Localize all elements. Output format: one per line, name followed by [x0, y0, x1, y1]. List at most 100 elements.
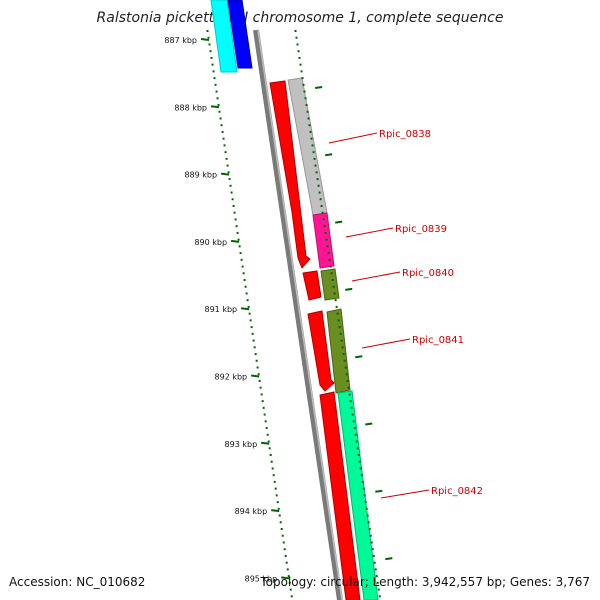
- ruler-minor-tick: [264, 420, 267, 423]
- summary-text: Topology: circular; Length: 3,942,557 bp…: [260, 575, 590, 589]
- ruler-minor-tick: [288, 581, 291, 584]
- ruler-major-tick: [220, 172, 230, 176]
- outer-minor-tick: [318, 191, 321, 194]
- gene-arrow-rpic-0841[interactable]: [326, 308, 351, 394]
- outer-minor-tick: [346, 379, 349, 382]
- ruler-tick-label: 894 kbp: [235, 507, 268, 516]
- outer-minor-tick: [343, 359, 346, 362]
- outer-minor-tick: [368, 528, 371, 531]
- cds-arrow-4[interactable]: [319, 391, 361, 600]
- ruler-minor-tick: [224, 151, 227, 154]
- map-title: Ralstonia pickettii 12J chromosome 1, co…: [96, 10, 504, 26]
- cds-arrow-2[interactable]: [302, 270, 322, 301]
- outer-minor-tick: [314, 164, 317, 167]
- ruler-minor-tick: [233, 211, 236, 214]
- outer-minor-tick: [357, 453, 360, 456]
- ruler-tick-label: 888 kbp: [174, 103, 207, 112]
- outer-minor-tick: [307, 117, 310, 120]
- outer-major-tick: [375, 489, 383, 493]
- ruler-minor-tick: [242, 272, 245, 275]
- gene-arrow-cyan[interactable]: [210, 0, 238, 73]
- gene-arrow-rpic-0840[interactable]: [320, 268, 340, 301]
- outer-minor-tick: [356, 447, 359, 450]
- outer-minor-tick: [342, 353, 345, 356]
- outer-minor-tick: [337, 319, 340, 322]
- ruler-minor-tick: [207, 36, 210, 39]
- outer-minor-tick: [322, 218, 325, 221]
- ruler-tick-label: 895 kbp: [245, 574, 278, 583]
- ruler-minor-tick: [209, 50, 212, 53]
- ruler-minor-tick: [270, 460, 273, 463]
- outer-minor-tick: [320, 204, 323, 207]
- ruler-minor-tick: [285, 561, 288, 564]
- outer-minor-tick: [361, 480, 364, 483]
- ruler-minor-tick: [219, 117, 222, 120]
- gene-label-rpic-0840[interactable]: Rpic_0840: [402, 268, 454, 279]
- ruler-minor-tick: [263, 413, 266, 416]
- ruler-minor-tick: [256, 366, 259, 369]
- outer-minor-tick: [294, 30, 297, 32]
- outer-minor-tick: [325, 238, 328, 241]
- leader-line-rpic-0838: [328, 132, 378, 144]
- ruler-minor-tick: [252, 339, 255, 342]
- gene-arrow-rpic-0839[interactable]: [312, 212, 335, 269]
- outer-minor-tick: [321, 211, 324, 214]
- ruler-minor-tick: [231, 198, 234, 201]
- ruler-minor-tick: [262, 406, 265, 409]
- gene-arrow-blue[interactable]: [227, 0, 253, 69]
- ruler-minor-tick: [258, 379, 261, 382]
- outer-minor-tick: [327, 252, 330, 255]
- ruler-minor-tick: [254, 353, 257, 356]
- ruler-minor-tick: [216, 97, 219, 100]
- outer-minor-tick: [335, 305, 338, 308]
- ruler-minor-tick: [289, 588, 292, 591]
- outer-minor-tick: [355, 440, 358, 443]
- ruler-minor-tick: [217, 104, 220, 107]
- ruler-minor-tick: [237, 238, 240, 241]
- ruler-tick-label: 890 kbp: [194, 238, 227, 247]
- gene-label-rpic-0838[interactable]: Rpic_0838: [379, 129, 431, 140]
- outer-minor-tick: [358, 460, 361, 463]
- cds-arrow-3[interactable]: [307, 310, 335, 392]
- ruler-minor-tick: [290, 595, 293, 598]
- ruler-minor-tick: [271, 467, 274, 470]
- ruler-major-tick: [281, 576, 290, 580]
- ruler: 887 kbp 888 kbp 889 kbp 890 kbp 891 kbp 892 k…: [164, 30, 293, 598]
- outer-minor-tick: [336, 312, 339, 315]
- outer-minor-tick: [313, 157, 316, 160]
- outer-minor-tick: [296, 43, 299, 46]
- ruler-minor-tick: [260, 393, 263, 396]
- chromosome-backbone-highlight: [257, 29, 343, 600]
- outer-minor-tick: [339, 332, 342, 335]
- ruler-minor-tick: [228, 178, 231, 181]
- ruler-tick-label: 893 kbp: [225, 440, 258, 449]
- outer-minor-tick: [377, 588, 380, 591]
- ruler-minor-tick: [259, 386, 262, 389]
- cds-arrow-1[interactable]: [269, 80, 311, 269]
- ruler-minor-tick: [245, 292, 248, 295]
- outer-minor-tick: [372, 554, 375, 557]
- outer-minor-tick: [353, 427, 356, 430]
- outer-minor-tick: [378, 595, 381, 598]
- outer-minor-tick: [310, 137, 313, 140]
- outer-minor-tick: [365, 507, 368, 510]
- outer-minor-tick: [315, 171, 318, 174]
- outer-minor-tick: [354, 433, 357, 436]
- gene-label-rpic-0842[interactable]: Rpic_0842: [431, 486, 483, 497]
- ruler-minor-tick: [244, 285, 247, 288]
- gene-label-rpic-0841[interactable]: Rpic_0841: [412, 335, 464, 346]
- ruler-major-tick: [261, 441, 270, 445]
- leader-line-rpic-0839: [345, 227, 394, 238]
- outer-minor-tick: [326, 245, 329, 248]
- gene-arrow-rpic-0842[interactable]: [337, 390, 379, 600]
- outer-minor-tick: [333, 292, 336, 295]
- ruler-minor-tick: [243, 279, 246, 282]
- ruler-minor-tick: [212, 70, 215, 73]
- ruler-minor-tick: [282, 541, 285, 544]
- outer-minor-tick: [338, 326, 341, 329]
- ruler-minor-tick: [249, 319, 252, 322]
- gene-label-rpic-0839[interactable]: Rpic_0839: [395, 224, 447, 235]
- outer-minor-tick: [330, 272, 333, 275]
- ruler-minor-tick: [269, 453, 272, 456]
- outer-minor-tick: [350, 406, 353, 409]
